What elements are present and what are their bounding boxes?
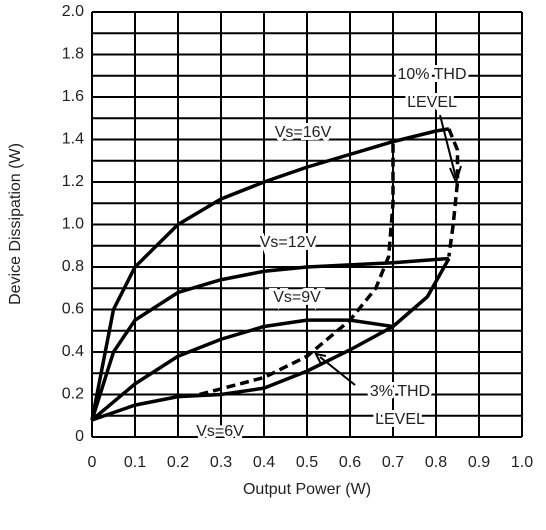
arrow-head bbox=[449, 165, 462, 185]
y-tick-label: 0.2 bbox=[62, 386, 84, 403]
series-label: Vs=12V bbox=[260, 234, 317, 251]
annotation: 3% THD bbox=[370, 383, 430, 400]
x-tick-label: 0.5 bbox=[296, 454, 318, 471]
series-label: Vs=6V bbox=[196, 423, 244, 440]
y-tick-label: 1.8 bbox=[62, 46, 84, 63]
annotation: LEVEL bbox=[407, 94, 457, 111]
x-tick-label: 0.7 bbox=[382, 454, 404, 471]
y-tick-label: 0.6 bbox=[62, 301, 84, 318]
x-tick-label: 0.4 bbox=[253, 454, 275, 471]
x-tick-label: 0 bbox=[88, 454, 97, 471]
y-tick-label: 1.2 bbox=[62, 173, 84, 190]
y-tick-label: 0.4 bbox=[62, 343, 84, 360]
annotation: LEVEL bbox=[375, 411, 425, 428]
y-tick-label: 1.0 bbox=[62, 216, 84, 233]
series-line bbox=[90, 256, 450, 421]
series-line bbox=[90, 318, 394, 422]
series-line bbox=[91, 257, 451, 422]
annotation: 10% THD bbox=[397, 66, 466, 83]
x-tick-label: 0.9 bbox=[468, 454, 490, 471]
arrow-head bbox=[314, 352, 327, 365]
x-tick-label: 0.3 bbox=[210, 454, 232, 471]
y-tick-label: 2.0 bbox=[62, 3, 84, 20]
x-tick-label: 0.8 bbox=[425, 454, 447, 471]
series-line bbox=[90, 127, 450, 421]
x-tick-label: 0.1 bbox=[124, 454, 146, 471]
x-tick-label: 0.6 bbox=[339, 454, 361, 471]
series-label: Vs=9V bbox=[273, 289, 321, 306]
series-line bbox=[447, 128, 460, 257]
arrow bbox=[439, 114, 457, 179]
x-tick-label: 1.0 bbox=[511, 454, 533, 471]
series-line bbox=[199, 141, 395, 397]
y-tick-label: 0 bbox=[75, 428, 84, 445]
y-tick-label: 0.8 bbox=[62, 258, 84, 275]
y-tick-label: 1.4 bbox=[62, 131, 84, 148]
x-tick-label: 0.2 bbox=[167, 454, 189, 471]
series-label: Vs=16V bbox=[275, 124, 332, 141]
x-axis-label: Output Power (W) bbox=[243, 481, 371, 498]
y-axis-label: Device Dissipation (W) bbox=[7, 143, 24, 305]
y-tick-label: 1.6 bbox=[62, 88, 84, 105]
